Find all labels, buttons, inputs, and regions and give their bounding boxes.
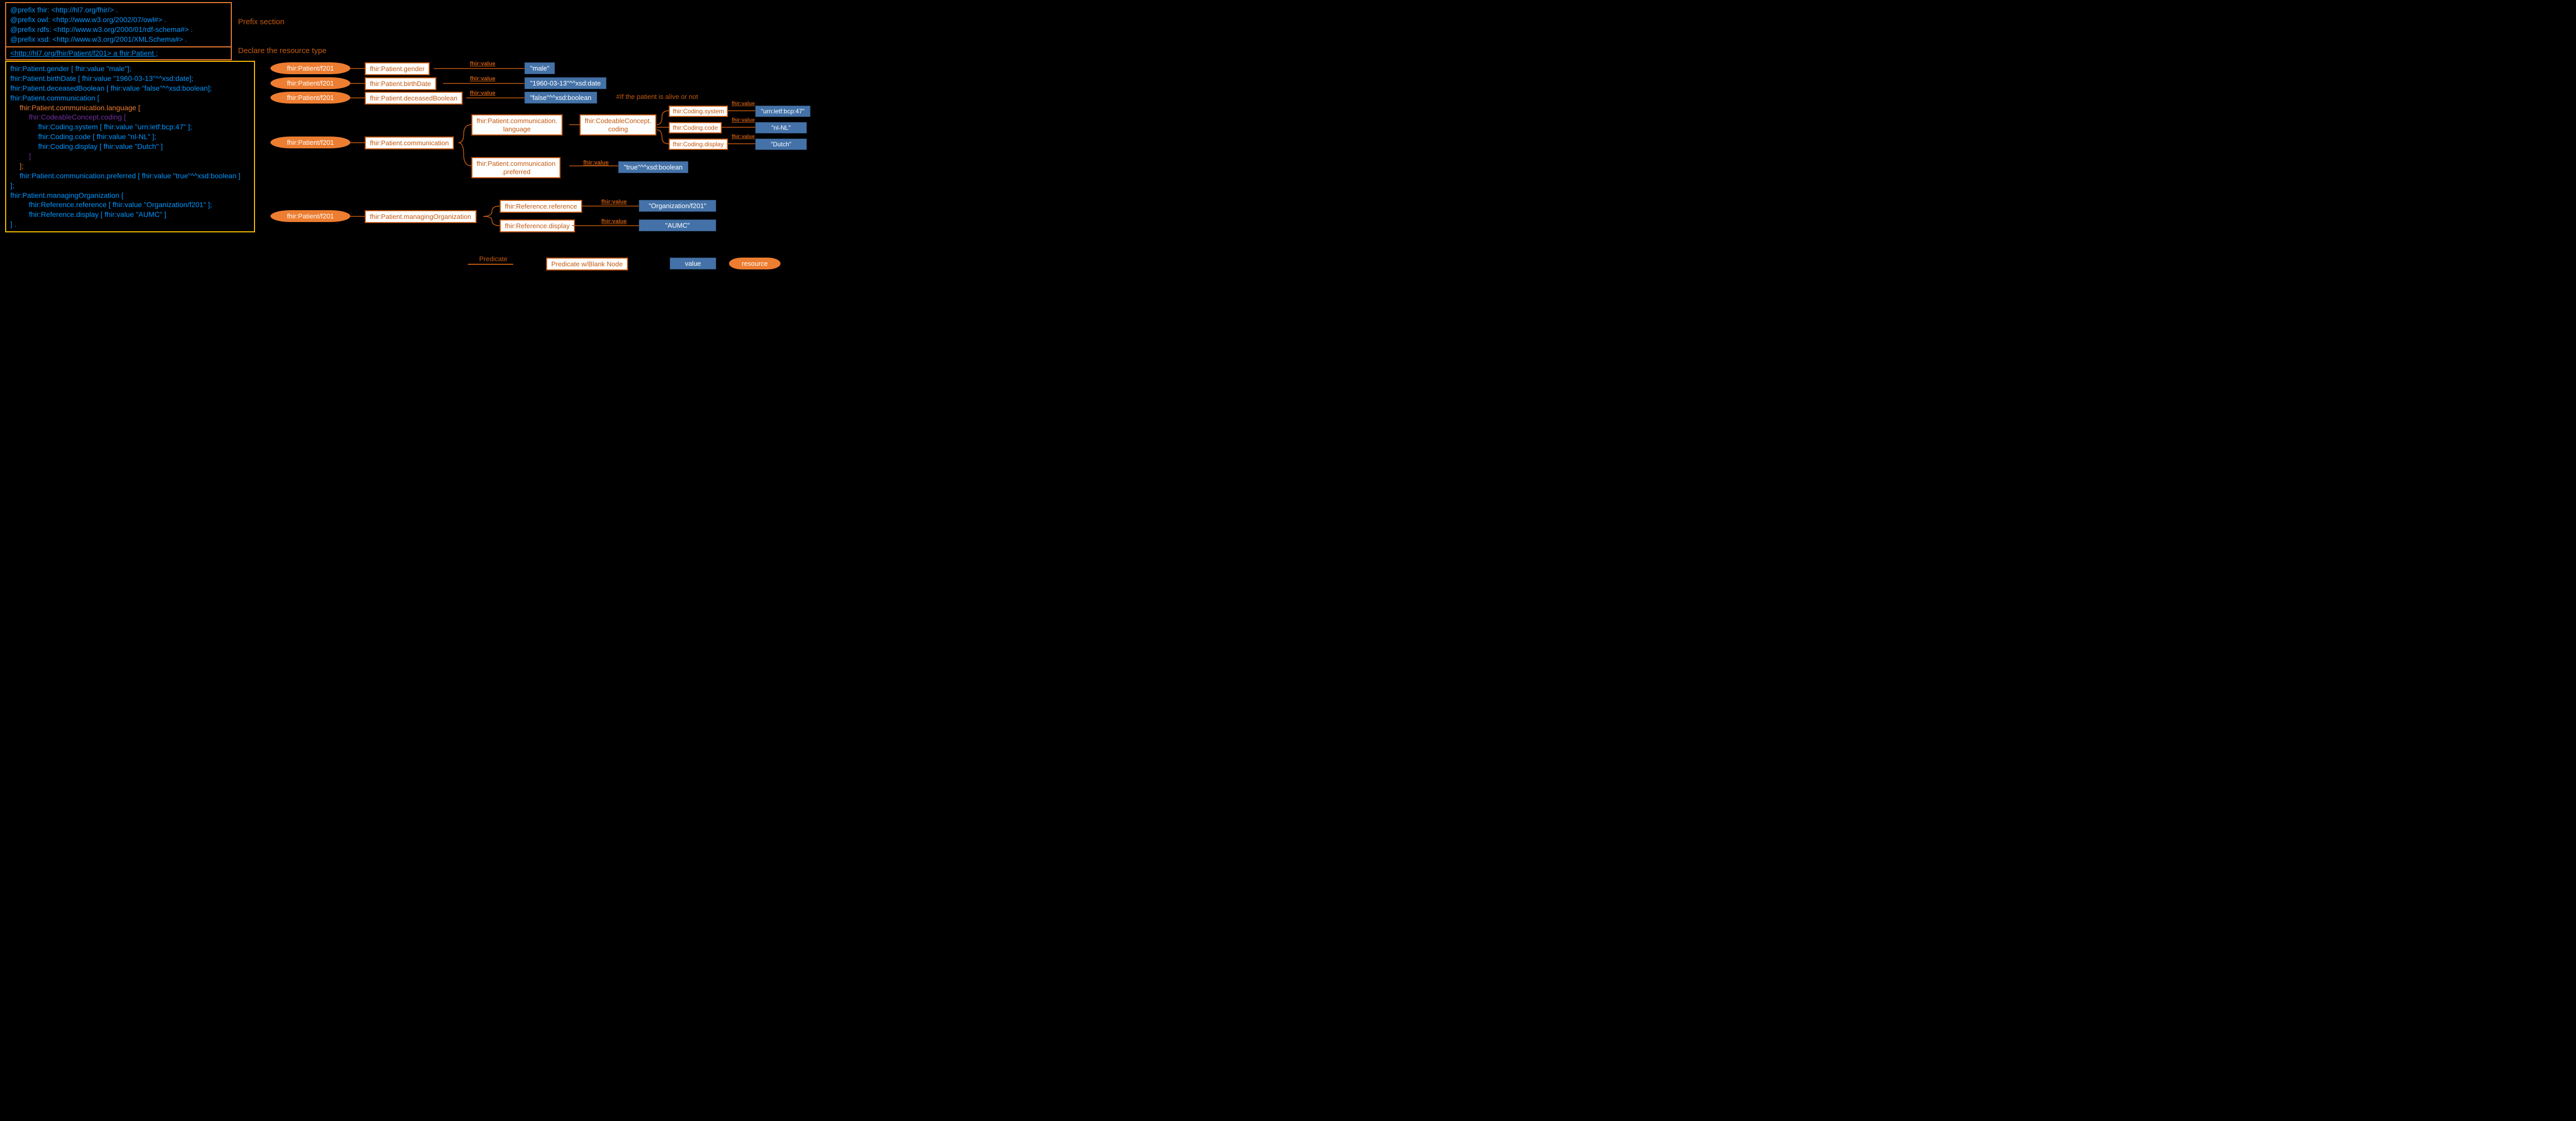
predicate-coding-system: fhir:Coding.system bbox=[669, 106, 728, 117]
value-birthdate: "1960-03-13"^^xsd:date bbox=[524, 77, 606, 89]
prefix-line: @prefix xsd: <http://www.w3.org/2001/XML… bbox=[10, 35, 227, 44]
resource-pill: fhir:Patient/f201 bbox=[270, 137, 350, 148]
value-aumc: "AUMC" bbox=[639, 219, 716, 231]
declare-box: <http://hl7.org/fhir/Patient/f201> a fhi… bbox=[5, 46, 232, 60]
predicate-codeable-coding: fhir:CodeableConcept. coding bbox=[580, 114, 656, 135]
body-line: ] . bbox=[10, 219, 250, 229]
body-line: fhir:Patient.communication.preferred [ f… bbox=[10, 171, 250, 181]
resource-pill: fhir:Patient/f201 bbox=[270, 92, 350, 104]
body-line: fhir:Patient.deceasedBoolean [ fhir:valu… bbox=[10, 83, 250, 93]
edge-label: fhir:value bbox=[732, 101, 755, 107]
body-line: fhir:Patient.gender [ fhir:value "male"]… bbox=[10, 64, 250, 74]
body-line: fhir:Patient.communication [ bbox=[10, 93, 250, 103]
body-line: fhir:Patient.communication.language [ bbox=[10, 103, 250, 113]
predicate-coding-display: fhir:Coding.display bbox=[669, 139, 728, 150]
predicate-communication: fhir:Patient.communication bbox=[365, 137, 454, 149]
body-line: fhir:CodeableConcept.coding [ bbox=[10, 112, 250, 122]
edge-label: fhir:value bbox=[470, 90, 496, 96]
predicate-coding-code: fhir:Coding.code bbox=[669, 122, 722, 133]
declare-line: <http://hl7.org/fhir/Patient/f201> a fhi… bbox=[10, 48, 227, 58]
body-line: fhir:Reference.reference [ fhir:value "O… bbox=[10, 200, 250, 210]
body-line: fhir:Patient.birthDate [ fhir:value "196… bbox=[10, 74, 250, 83]
resource-pill: fhir:Patient/f201 bbox=[270, 210, 350, 222]
legend-predicate-label: Predicate bbox=[479, 255, 507, 263]
resource-pill: fhir:Patient/f201 bbox=[270, 77, 350, 89]
predicate-comm-preferred: fhir:Patient.communication .preferred bbox=[471, 157, 561, 178]
edge-label: fhir:value bbox=[601, 218, 627, 225]
comment-alive: #If the patient is alive or not bbox=[616, 93, 698, 100]
value-true: "true"^^xsd:boolean bbox=[618, 161, 688, 173]
predicate-ref-display: fhir:Reference.display bbox=[500, 219, 575, 232]
value-org: "Organization/f201" bbox=[639, 200, 716, 212]
body-line: fhir:Coding.display [ fhir:value "Dutch"… bbox=[10, 142, 250, 151]
prefix-line: @prefix rdfs: <http://www.w3.org/2000/01… bbox=[10, 25, 227, 35]
predicate-managing-org: fhir:Patient.managingOrganization bbox=[365, 210, 477, 223]
text: fhir:Patient.communication. language bbox=[477, 117, 557, 133]
body-line: ]; bbox=[10, 181, 250, 191]
resource-pill: fhir:Patient/f201 bbox=[270, 62, 350, 74]
text: fhir:Patient.communication .preferred bbox=[477, 160, 555, 176]
legend-predicate-blank: Predicate w/Blank Node bbox=[546, 258, 628, 270]
predicate-deceased: fhir:Patient.deceasedBoolean bbox=[365, 92, 463, 105]
edge-label: fhir:value bbox=[601, 199, 627, 205]
value-deceased: "false"^^xsd:boolean bbox=[524, 92, 597, 104]
value-urn: "urn:ietf:bcp:47" bbox=[755, 106, 810, 117]
body-line: fhir:Patient.managingOrganization [ bbox=[10, 191, 250, 200]
predicate-birthdate: fhir:Patient.birthDate bbox=[365, 77, 436, 90]
text: fhir:CodeableConcept. coding bbox=[585, 117, 651, 133]
legend-resource: resource bbox=[729, 258, 781, 269]
body-line: ]; bbox=[10, 161, 250, 171]
label-prefix-section: Prefix section bbox=[238, 18, 284, 26]
edge-label: fhir:value bbox=[732, 134, 755, 140]
predicate-comm-language: fhir:Patient.communication. language bbox=[471, 114, 563, 135]
body-box: fhir:Patient.gender [ fhir:value "male"]… bbox=[5, 61, 255, 232]
edge-label: fhir:value bbox=[470, 61, 496, 67]
predicate-ref-reference: fhir:Reference.reference bbox=[500, 200, 582, 213]
edge-label: fhir:value bbox=[583, 160, 609, 166]
legend-value: value bbox=[670, 258, 716, 269]
prefix-line: @prefix fhir: <http://hl7.org/fhir/> . bbox=[10, 5, 227, 15]
legend-predicate-line bbox=[468, 264, 513, 265]
body-line: fhir:Coding.system [ fhir:value "urn:iet… bbox=[10, 122, 250, 132]
body-line: ] bbox=[10, 151, 250, 161]
value-dutch: "Dutch" bbox=[755, 139, 807, 150]
edge-label: fhir:value bbox=[470, 76, 496, 82]
value-male: "male" bbox=[524, 62, 555, 74]
edge-label: fhir:value bbox=[732, 117, 755, 123]
body-line: fhir:Reference.display [ fhir:value "AUM… bbox=[10, 210, 250, 219]
predicate-gender: fhir:Patient.gender bbox=[365, 62, 430, 75]
body-line: fhir:Coding.code [ fhir:value "nl-NL" ]; bbox=[10, 132, 250, 142]
value-nlnl: "nl-NL" bbox=[755, 122, 807, 133]
prefix-line: @prefix owl: <http://www.w3.org/2002/07/… bbox=[10, 15, 227, 25]
prefix-box: @prefix fhir: <http://hl7.org/fhir/> . @… bbox=[5, 2, 232, 47]
label-declare-resource: Declare the resource type bbox=[238, 46, 327, 55]
